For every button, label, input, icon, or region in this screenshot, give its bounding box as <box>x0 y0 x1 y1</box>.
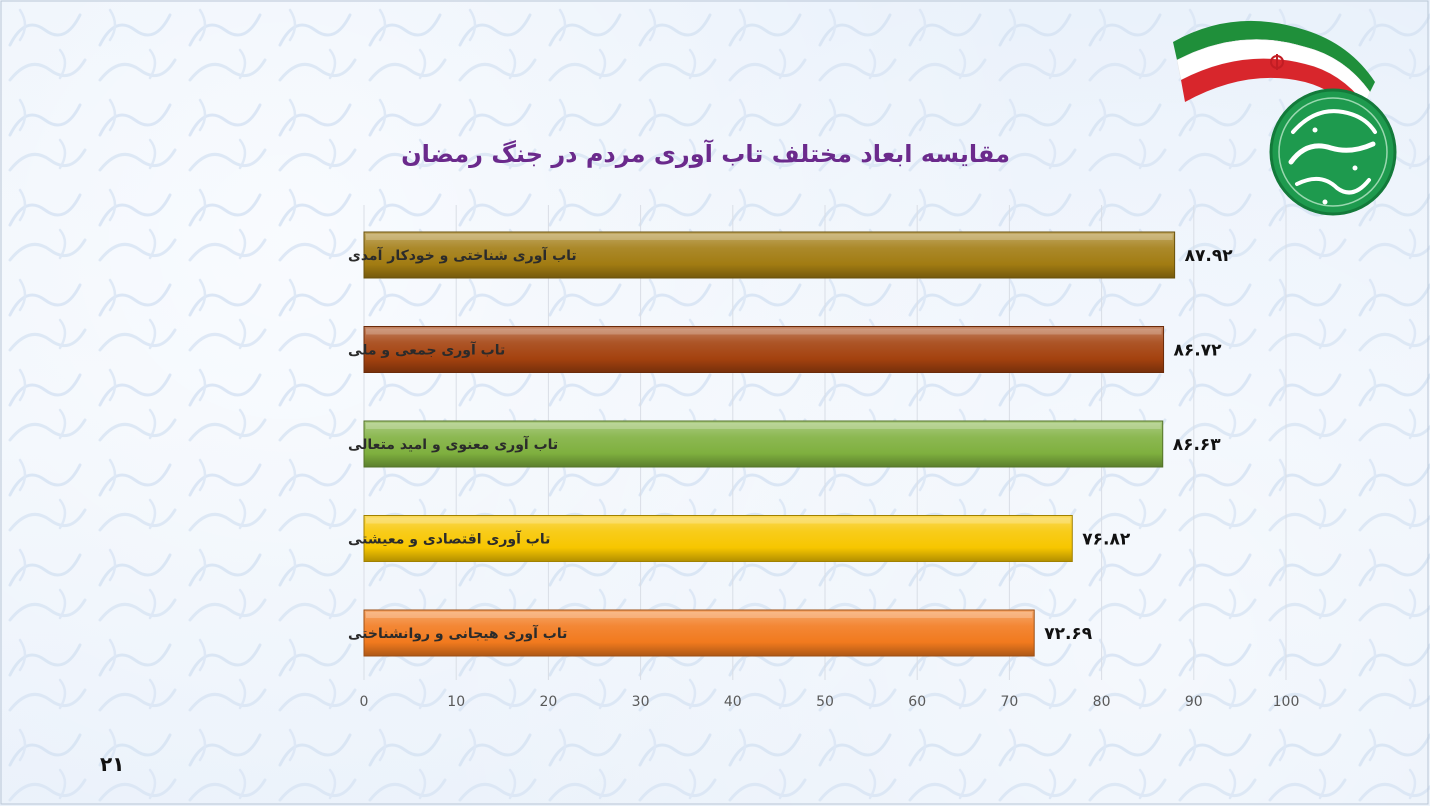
value-labels: ۸۷.۹۲ ۸۶.۷۲ ۸۶.۶۳ ۷۶.۸۲ ۷۲.۶۹ <box>1044 246 1233 644</box>
category-label: تاب آوری جمعی و ملی <box>348 341 505 359</box>
bar-highlight <box>366 517 1071 524</box>
page-number: ۲۱ <box>100 752 125 776</box>
x-axis-ticks: 0 10 20 30 40 50 60 70 80 90 100 <box>360 694 1300 710</box>
bar-highlight <box>366 234 1173 240</box>
category-label: تاب آوری اقتصادی و معیشتی <box>348 530 550 548</box>
bar-highlight <box>366 328 1162 335</box>
bar-highlight <box>366 423 1161 429</box>
x-tick-label: 90 <box>1185 694 1203 710</box>
value-label: ۷۲.۶۹ <box>1044 624 1093 644</box>
value-label: ۸۶.۶۳ <box>1173 435 1222 455</box>
x-tick-label: 100 <box>1273 694 1300 710</box>
category-labels: تاب آوری شناختی و خودکار آمدی تاب آوری جم… <box>348 246 577 642</box>
bar <box>363 326 1165 373</box>
emblem-icon <box>1270 54 1284 70</box>
bar-highlight <box>366 612 1033 618</box>
x-tick-label: 40 <box>724 694 742 710</box>
value-label: ۷۶.۸۲ <box>1082 530 1131 550</box>
bar <box>363 231 1176 279</box>
bar <box>363 515 1073 562</box>
category-label: تاب آوری شناختی و خودکار آمدی <box>348 246 577 264</box>
x-tick-label: 30 <box>632 694 650 710</box>
bar <box>363 609 1035 657</box>
x-tick-label: 20 <box>539 694 557 710</box>
bar <box>363 420 1164 468</box>
bars <box>363 231 1176 657</box>
x-tick-label: 0 <box>360 694 369 710</box>
value-label: ۸۷.۹۲ <box>1185 246 1234 266</box>
x-tick-label: 10 <box>447 694 465 710</box>
x-tick-label: 80 <box>1093 694 1111 710</box>
logo <box>1165 12 1400 232</box>
x-tick-label: 60 <box>908 694 926 710</box>
category-label: تاب آوری معنوی و امید متعالی <box>348 435 558 453</box>
x-tick-label: 70 <box>1000 694 1018 710</box>
value-label: ۸۶.۷۲ <box>1174 341 1223 361</box>
x-tick-label: 50 <box>816 694 834 710</box>
category-label: تاب آوری هیجانی و روانشناختی <box>348 624 567 642</box>
chart-title: مقایسه ابعاد مختلف تاب آوری مردم در جنگ … <box>401 140 1010 168</box>
